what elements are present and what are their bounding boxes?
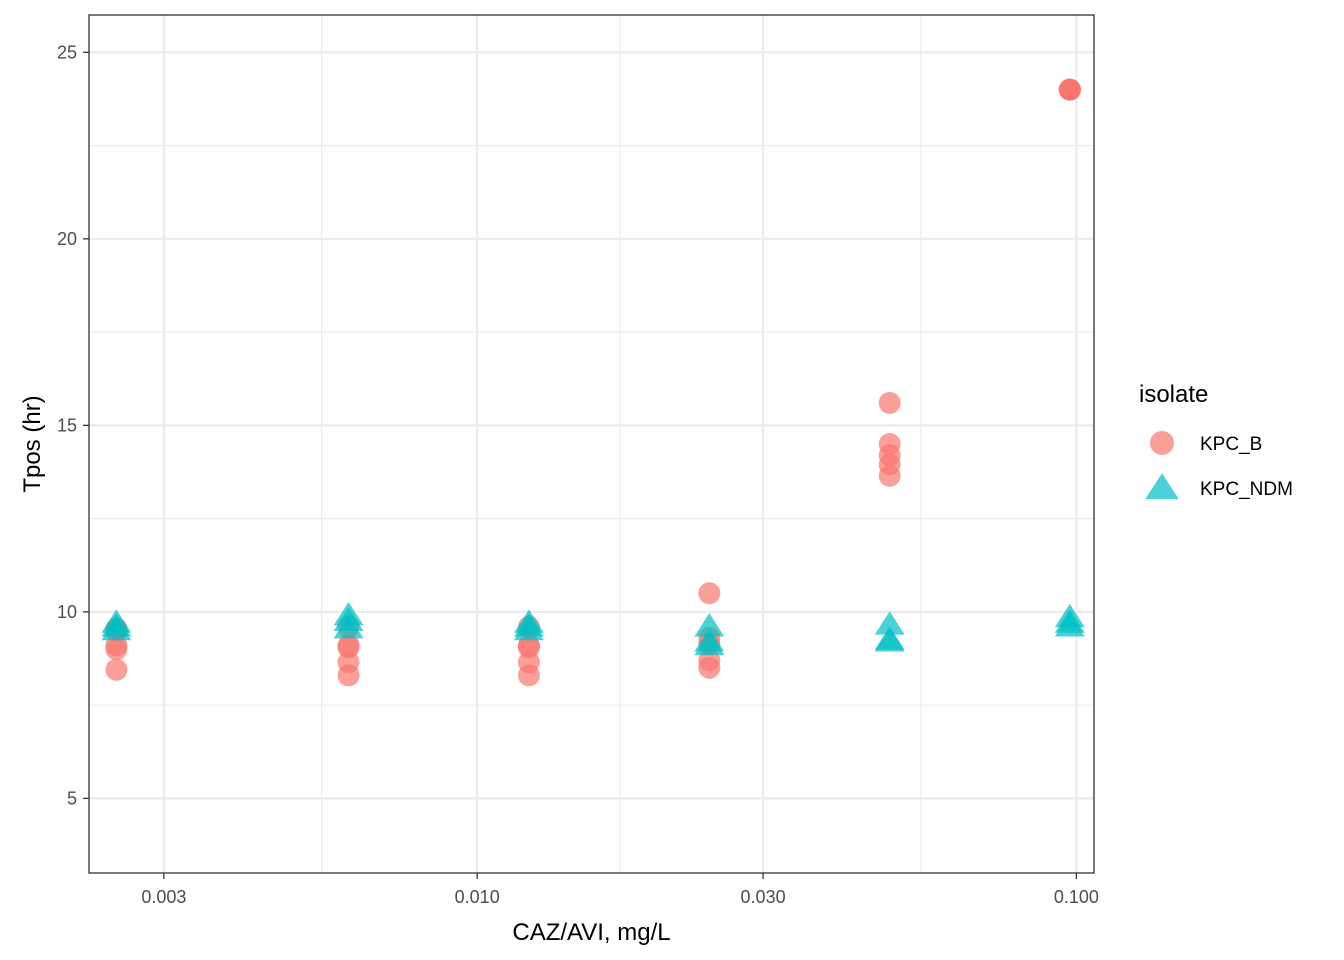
y-tick-label: 5 [67,788,77,808]
data-point-kpc-ndm [333,601,364,626]
data-point-kpc-b [878,391,901,414]
y-tick-label: 10 [57,602,77,622]
y-tick-label: 20 [57,229,77,249]
x-axis-title: CAZ/AVI, mg/L [512,919,670,946]
data-point-kpc-ndm [694,613,725,637]
x-tick-label: 0.100 [1054,887,1099,907]
x-tick-label: 0.010 [455,887,500,907]
data-point-kpc-ndm [874,626,905,650]
data-point-kpc-b [878,433,901,455]
y-tick-label: 25 [57,42,77,62]
data-point-kpc-b [337,634,360,657]
data-point-kpc-b [1058,78,1081,101]
data-point-kpc-ndm [874,611,905,635]
legend: isolate KPC_B KPC_NDM [1139,381,1293,500]
data-points [101,78,1085,687]
y-axis-title: Tpos (hr) [19,395,46,492]
data-point-kpc-ndm [101,609,132,633]
x-tick-label: 0.030 [741,887,786,907]
y-axis: 5 10 15 20 25 [57,42,89,808]
legend-title: isolate [1139,381,1208,408]
data-point-kpc-ndm [1054,603,1085,628]
panel-border [88,14,1095,874]
legend-label-kpc-b: KPC_B [1200,434,1262,455]
data-point-kpc-b [105,658,128,681]
legend-label-kpc-ndm: KPC_NDM [1200,479,1293,500]
x-axis: 0.003 0.010 0.030 0.100 [141,873,1099,907]
legend-key-kpc-ndm [1145,473,1179,500]
legend-key-kpc-b [1150,431,1174,455]
x-tick-label: 0.003 [141,887,186,907]
data-point-kpc-ndm [694,628,725,652]
y-tick-label: 15 [57,415,77,435]
minor-gridlines [89,15,1094,873]
data-point-kpc-b [698,582,721,605]
major-gridlines [89,15,1094,873]
data-point-kpc-ndm [513,609,544,633]
